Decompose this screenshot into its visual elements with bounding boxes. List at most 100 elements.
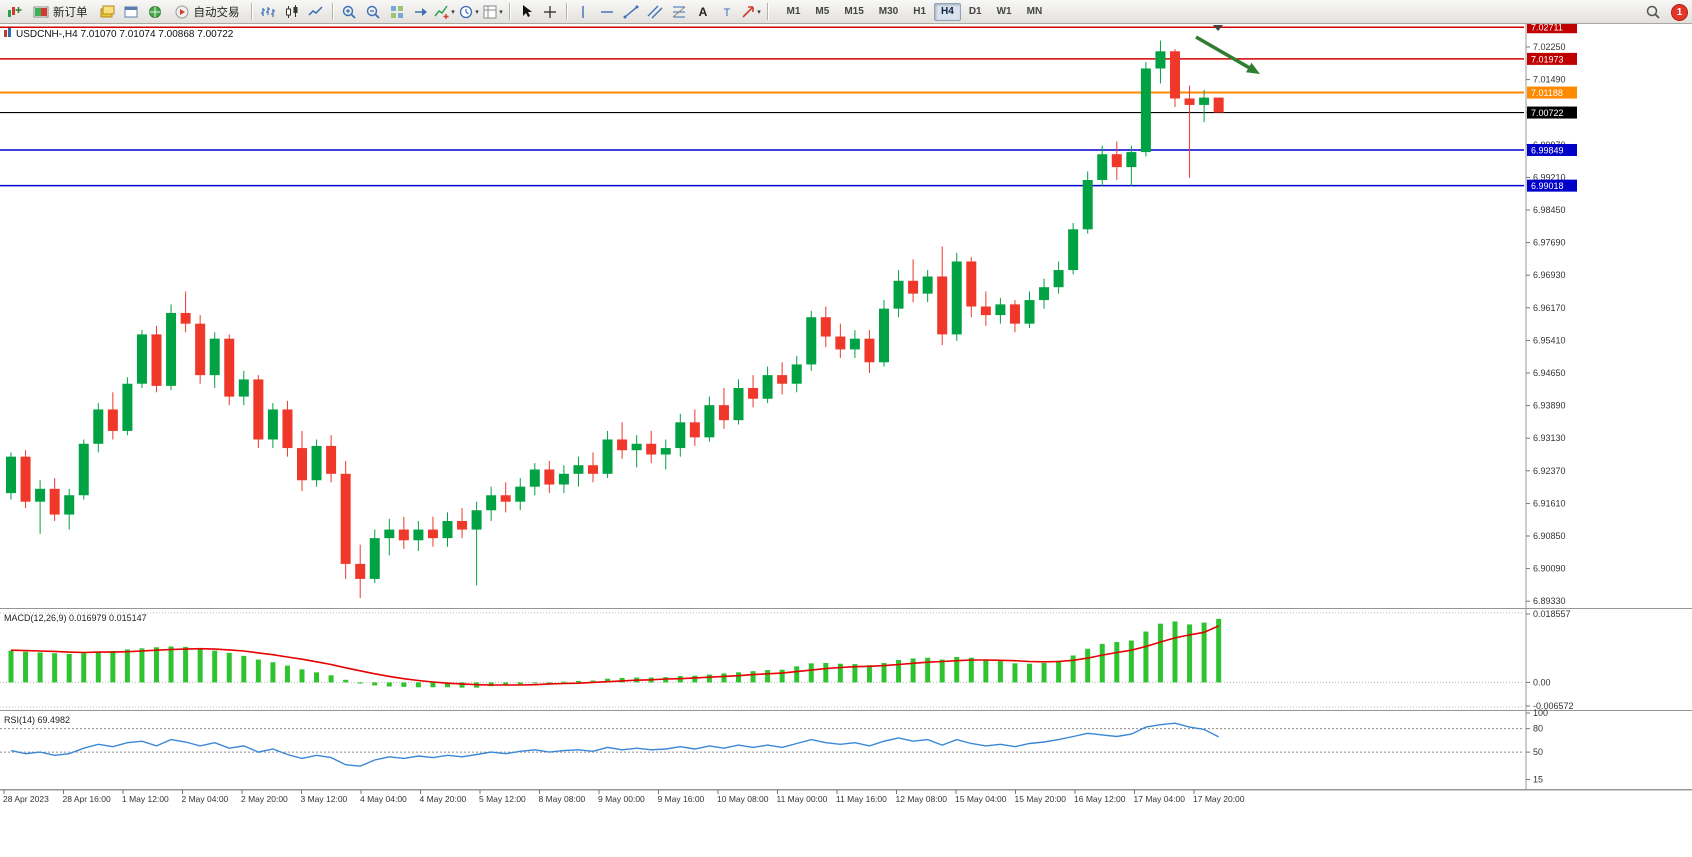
text-icon[interactable]: A [691, 1, 715, 23]
navigator-icon[interactable] [143, 1, 167, 23]
price-axis-label: 6.95410 [1533, 335, 1566, 345]
chart-symbol-title: USDCNH-,H4 7.01070 7.01074 7.00868 7.007… [16, 29, 234, 40]
periods-dropdown[interactable]: ▾ [457, 1, 481, 23]
timeframe-m1[interactable]: M1 [786, 5, 801, 17]
svg-text:6.99018: 6.99018 [1531, 181, 1564, 191]
macd-panel: 0.018557 0.00 -0.006572 MACD(12,26,9) 0.016… [0, 609, 1574, 711]
time-axis-label: 17 May 04:00 [1134, 794, 1186, 804]
templates-dropdown[interactable]: ▾ [481, 1, 505, 23]
auto-trading-button-label: 自动交易 [193, 6, 240, 19]
equidistant-channel-icon[interactable] [643, 1, 667, 23]
rsi-label: RSI(14) 69.4982 [4, 715, 70, 725]
dropdown-caret-icon: ▾ [757, 8, 761, 16]
timeframe-m5[interactable]: M5 [815, 5, 830, 17]
price-axis-label: 6.96170 [1533, 303, 1566, 313]
data-window-icon[interactable] [119, 1, 143, 23]
price-tag-6.99018 [1527, 179, 1577, 192]
time-axis-label: 28 Apr 2023 [3, 794, 49, 804]
auto-scroll-icon[interactable] [409, 1, 433, 23]
time-axis[interactable]: 28 Apr 2023 28 Apr 16:00 1 May 12:00 2 May … [0, 789, 1692, 804]
dropdown-caret-icon: ▾ [475, 8, 479, 16]
timeframe-m15[interactable]: M15 [844, 5, 864, 17]
timeframe-mn[interactable]: MN [1026, 5, 1043, 17]
time-axis-label: 9 May 16:00 [658, 794, 705, 804]
svg-text:7.01188: 7.01188 [1531, 88, 1563, 98]
chart-canvas[interactable]: 7.022507.014907.007306.999706.992106.984… [0, 24, 1692, 833]
rsi-line [10, 722, 1219, 767]
time-axis-label: 16 May 12:00 [1074, 794, 1126, 804]
line-chart-icon[interactable] [304, 1, 328, 23]
timeframe-h4[interactable]: H4 [934, 2, 961, 21]
toolbar-items: 新订单 自动交易 ▾ ▾ ▾ A T ▾ [2, 1, 772, 23]
price-axis-label: 6.98450 [1533, 205, 1566, 215]
time-axis-label: 11 May 00:00 [777, 794, 828, 804]
toolbar-separator [508, 3, 510, 20]
profiles-icon[interactable] [95, 1, 119, 23]
trend-arrow-head [1246, 62, 1260, 74]
toolbar: 新订单 自动交易 ▾ ▾ ▾ A T ▾ M1 M5 M15 M30 H1 H4 D1 W1 MN 1 [0, 0, 1692, 24]
candlestick-chart-icon[interactable] [280, 1, 304, 23]
timeframe-d1[interactable]: D1 [968, 5, 982, 17]
trendline-icon[interactable] [619, 1, 643, 23]
chart-title: USDCNH-,H4 7.01070 7.01074 7.00868 7.007… [4, 28, 234, 40]
indicators-dropdown[interactable]: ▾ [433, 1, 457, 23]
new-order-button-label: 新订单 [53, 6, 88, 19]
vertical-line-icon[interactable] [571, 1, 595, 23]
price-axis[interactable]: 7.022507.014907.007306.999706.992106.984… [1525, 24, 1566, 790]
zoom-out-icon[interactable] [361, 1, 385, 23]
rsi-panel: 100 80 50 15 RSI(14) 69.4982 [0, 708, 1548, 785]
horizontal-lines-layer[interactable] [0, 26, 1524, 187]
timeframe-m30[interactable]: M30 [878, 5, 899, 17]
svg-text:50: 50 [1533, 747, 1543, 757]
panel-separators [0, 608, 1692, 791]
svg-text:80: 80 [1533, 724, 1543, 734]
macd-signal-line [10, 625, 1219, 686]
timeframe-w1[interactable]: W1 [996, 5, 1012, 17]
crosshair-icon[interactable] [538, 1, 562, 23]
timeframe-h1[interactable]: H1 [913, 5, 927, 17]
horizontal-line-icon[interactable] [595, 1, 619, 23]
notification-badge[interactable]: 1 [1671, 3, 1688, 21]
price-axis-label: 6.97690 [1533, 238, 1566, 248]
svg-text:6.99849: 6.99849 [1531, 145, 1564, 155]
svg-text:-0.006572: -0.006572 [1533, 701, 1574, 711]
price-axis-label: 6.90850 [1533, 531, 1566, 541]
time-axis-label: 2 May 04:00 [182, 794, 229, 804]
price-tag-7.02711 [1527, 24, 1577, 34]
fibonacci-icon[interactable] [667, 1, 691, 23]
tile-windows-icon[interactable] [385, 1, 409, 23]
time-axis-label: 15 May 20:00 [1015, 794, 1067, 804]
svg-text:7.02711: 7.02711 [1531, 24, 1563, 33]
trend-arrow[interactable] [1195, 35, 1254, 72]
price-tag-6.99849 [1527, 143, 1577, 156]
toolbar-right: 1 [1641, 0, 1688, 24]
auto-trading-button[interactable]: 自动交易 [167, 1, 247, 23]
svg-text:0.018557: 0.018557 [1533, 609, 1571, 619]
timeframe-buttons: M1 M5 M15 M30 H1 H4 D1 W1 MN [780, 2, 1050, 21]
price-tag-7.01188 [1527, 86, 1577, 99]
new-chart-icon[interactable] [2, 1, 26, 23]
search-icon[interactable] [1641, 1, 1665, 23]
candles-layer [6, 40, 1224, 599]
price-axis-label: 6.91610 [1533, 498, 1566, 508]
dropdown-caret-icon: ▾ [451, 8, 455, 16]
cursor-icon[interactable] [514, 1, 538, 23]
mt4-window: 新订单 自动交易 ▾ ▾ ▾ A T ▾ M1 M5 M15 M30 H1 H4 D1 W1 MN 1 7.0… [0, 0, 1692, 833]
time-axis-label: 10 May 08:00 [717, 794, 769, 804]
arrows-dropdown[interactable]: ▾ [739, 1, 763, 23]
bar-chart-icon[interactable] [256, 1, 280, 23]
dropdown-caret-icon: ▾ [499, 8, 503, 16]
text-label-icon[interactable]: T [715, 1, 739, 23]
price-axis-label: 7.01490 [1533, 75, 1566, 85]
annotations[interactable] [1195, 25, 1260, 74]
chart-shift-marker[interactable] [1213, 25, 1223, 31]
svg-text:7.00722: 7.00722 [1531, 108, 1564, 118]
toolbar-separator [565, 3, 567, 20]
time-axis-label: 11 May 16:00 [836, 794, 887, 804]
new-order-button[interactable]: 新订单 [26, 1, 95, 23]
time-axis-label: 4 May 04:00 [360, 794, 407, 804]
macd-label: MACD(12,26,9) 0.016979 0.015147 [4, 613, 147, 623]
price-axis-label: 6.92370 [1533, 466, 1566, 476]
zoom-in-icon[interactable] [337, 1, 361, 23]
price-axis-label: 6.90090 [1533, 564, 1566, 574]
